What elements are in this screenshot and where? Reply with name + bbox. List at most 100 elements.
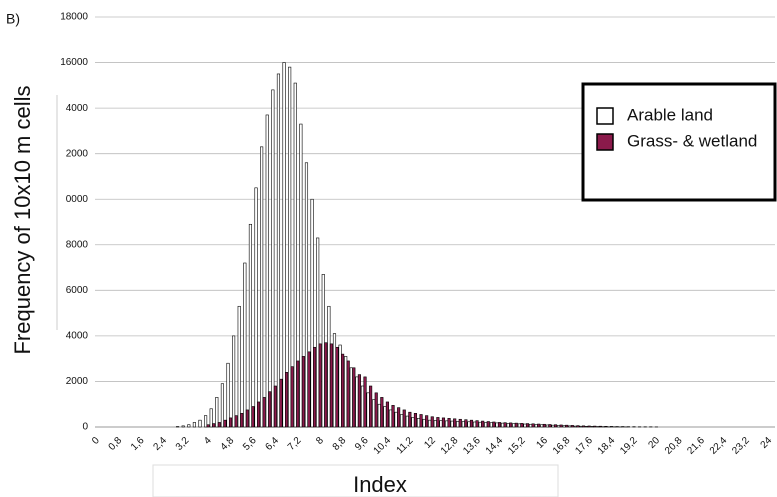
- y-tick-label: 18000: [60, 12, 88, 23]
- label-frame: [152, 464, 559, 497]
- bar: [610, 426, 614, 428]
- bar: [433, 420, 437, 428]
- bar: [559, 424, 563, 428]
- bar: [363, 376, 367, 428]
- bar: [430, 416, 434, 428]
- bar: [223, 419, 227, 428]
- x-tick-label: 7,2: [286, 435, 304, 453]
- x-tick-label: 10,4: [372, 435, 394, 457]
- bar: [372, 399, 376, 428]
- bar: [251, 406, 255, 428]
- x-tick-label: 17,6: [573, 435, 595, 457]
- bar: [237, 305, 241, 428]
- bar: [473, 421, 477, 428]
- legend-label: Grass- & wetland: [627, 131, 757, 150]
- x-tick-label: 3,2: [174, 435, 192, 453]
- bar: [226, 362, 230, 428]
- bar: [327, 305, 331, 428]
- bar: [456, 421, 460, 428]
- bar: [467, 421, 471, 428]
- legend-label: Arable land: [627, 105, 713, 124]
- bar: [598, 425, 602, 428]
- bar: [529, 423, 533, 428]
- bar: [290, 366, 294, 428]
- legend-swatch: [596, 133, 614, 151]
- bar: [525, 423, 530, 428]
- bar: [279, 378, 283, 428]
- bar: [568, 425, 572, 428]
- bar: [585, 426, 589, 428]
- bar: [604, 426, 608, 428]
- bar: [243, 262, 247, 428]
- bar: [405, 415, 409, 428]
- bar: [293, 82, 297, 428]
- x-tick-label: 8: [314, 435, 326, 447]
- x-tick-label: 18,4: [596, 435, 618, 457]
- x-tick-label: 5,6: [241, 435, 259, 453]
- bar: [360, 385, 365, 428]
- bar: [316, 237, 320, 428]
- bar: [512, 423, 516, 428]
- bar: [503, 422, 507, 428]
- bar: [422, 418, 426, 428]
- bar: [307, 351, 311, 428]
- x-tick-label: 14,4: [484, 435, 506, 457]
- bar: [344, 356, 348, 428]
- bar: [299, 123, 303, 428]
- x-tick-label: 24: [759, 435, 775, 451]
- bar: [268, 391, 272, 428]
- bar: [520, 423, 524, 428]
- bar: [492, 421, 496, 428]
- bar: [338, 344, 342, 428]
- bar: [545, 424, 549, 428]
- x-tick-label: 20: [646, 435, 662, 451]
- bar: [248, 223, 252, 428]
- bar: [581, 425, 586, 428]
- bar: [313, 346, 317, 428]
- bar: [551, 424, 555, 428]
- bar: [245, 409, 249, 428]
- bar: [232, 335, 236, 428]
- y-tick-label: 0000: [66, 194, 89, 205]
- legend-swatch: [596, 107, 614, 125]
- bar: [425, 415, 429, 428]
- bar: [461, 421, 465, 428]
- x-tick-label: 6,4: [263, 435, 281, 453]
- bar: [220, 383, 224, 428]
- bar: [355, 376, 359, 428]
- bar: [271, 89, 275, 428]
- bar: [296, 360, 300, 428]
- bar: [590, 426, 594, 428]
- bar: [408, 411, 412, 428]
- x-tick-label: 21,6: [685, 435, 707, 457]
- bar: [489, 422, 493, 428]
- bar: [391, 405, 395, 428]
- bar: [212, 423, 216, 428]
- x-tick-label: 9,6: [353, 435, 371, 453]
- bar: [562, 425, 566, 428]
- bar: [453, 418, 457, 428]
- panel-label: B): [6, 11, 20, 27]
- bar: [413, 413, 418, 428]
- y-tick-label: 8000: [66, 239, 89, 250]
- x-tick-label: 1,6: [129, 435, 147, 453]
- x-tick-label: 0,8: [107, 435, 125, 453]
- bar: [509, 422, 513, 428]
- bar: [301, 356, 305, 428]
- bar: [181, 425, 185, 428]
- x-tick-label: 12: [422, 435, 438, 451]
- bar: [321, 274, 325, 428]
- y-tick-label: 4000: [66, 331, 89, 342]
- bar: [276, 73, 281, 428]
- bar: [366, 392, 370, 428]
- bar: [495, 422, 499, 428]
- bar: [352, 367, 356, 428]
- bar: [234, 415, 238, 428]
- bar: [369, 385, 373, 428]
- x-tick-label: 0: [90, 435, 102, 447]
- bar: [593, 425, 597, 428]
- bar: [447, 418, 451, 428]
- bar: [416, 418, 421, 428]
- y-tick-label: 6000: [66, 285, 89, 296]
